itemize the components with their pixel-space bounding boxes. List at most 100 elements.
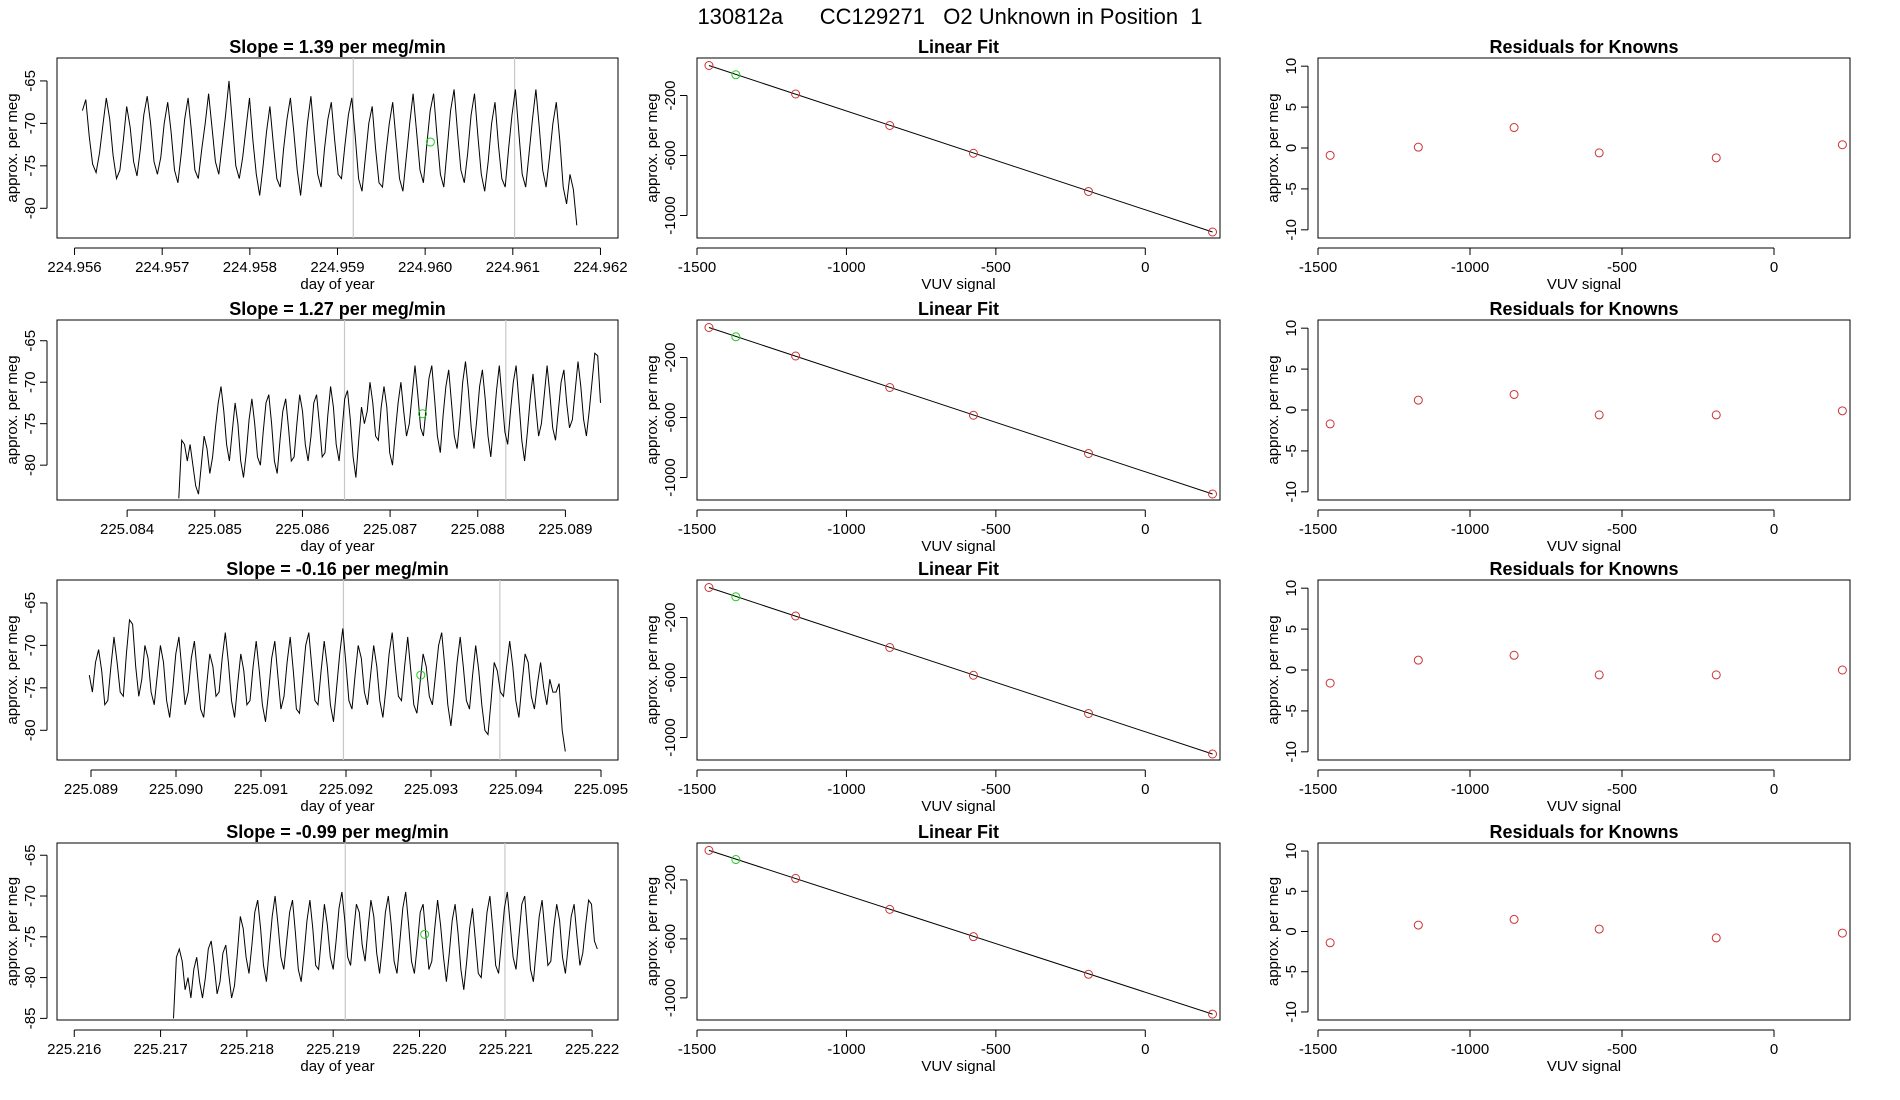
residual-point bbox=[1837, 406, 1847, 416]
known-point bbox=[1208, 227, 1218, 237]
residual-point bbox=[1413, 920, 1423, 930]
x-tick-label: -1500 bbox=[1299, 259, 1337, 276]
panel-fit-row-1: Linear Fit -1500 -1000 -500 0 VUV signal -200 -… bbox=[644, 37, 1221, 293]
known-point bbox=[968, 410, 978, 420]
y-axis-label: approx. per meg bbox=[644, 93, 661, 202]
x-tick-label: -1000 bbox=[827, 521, 865, 538]
plot-frame bbox=[56, 842, 619, 1021]
panel-title: Linear Fit bbox=[918, 37, 999, 57]
y-tick-label: -80 bbox=[22, 967, 39, 989]
known-point bbox=[885, 121, 895, 130]
y-tick-label: -5 bbox=[1283, 444, 1300, 457]
x-tick-label: 225.222 bbox=[565, 1041, 619, 1058]
x-tick-label: -1000 bbox=[1451, 1041, 1489, 1058]
plot-frame bbox=[696, 57, 1221, 239]
y-tick-label: -65 bbox=[22, 592, 39, 614]
unknown-point bbox=[420, 929, 430, 939]
x-tick-label: -500 bbox=[981, 781, 1011, 798]
known-point bbox=[704, 323, 714, 332]
y-tick-label: -1000 bbox=[662, 718, 679, 756]
panel-title: Residuals for Knowns bbox=[1489, 37, 1678, 57]
known-point bbox=[1084, 969, 1094, 979]
x-axis-label: VUV signal bbox=[1547, 798, 1621, 815]
y-axis-label: approx. per meg bbox=[644, 615, 661, 724]
x-axis-label: VUV signal bbox=[921, 538, 995, 555]
x-tick-label: 225.089 bbox=[64, 781, 118, 798]
plot-frame bbox=[1317, 319, 1851, 501]
x-tick-label: 225.087 bbox=[363, 521, 417, 538]
x-tick-label: -1500 bbox=[678, 781, 716, 798]
plot-area bbox=[1325, 123, 1847, 163]
y-tick-label: -600 bbox=[662, 924, 679, 954]
x-tick-label: -1500 bbox=[1299, 521, 1337, 538]
x-tick-label: 224.958 bbox=[223, 259, 277, 276]
y-axis-label: approx. per meg bbox=[4, 355, 21, 464]
residual-point bbox=[1594, 410, 1604, 420]
x-axis-label: day of year bbox=[300, 276, 374, 293]
y-tick-label: 5 bbox=[1283, 887, 1300, 895]
residual-point bbox=[1509, 914, 1519, 924]
plot-frame bbox=[696, 842, 1221, 1021]
panel-fit-row-4: Linear Fit -1500 -1000 -500 0 VUV signal -200 -… bbox=[644, 822, 1221, 1075]
x-tick-label: -1000 bbox=[827, 1041, 865, 1058]
panel-timeseries-row-3: Slope = -0.16 per meg/min 225.089 225.090 2… bbox=[4, 559, 628, 815]
x-tick-label: -1000 bbox=[1451, 259, 1489, 276]
residual-point bbox=[1509, 389, 1519, 399]
series-line bbox=[173, 891, 598, 1019]
plot-area bbox=[88, 580, 566, 760]
y-tick-label: -70 bbox=[22, 635, 39, 657]
panel-title: Linear Fit bbox=[918, 299, 999, 319]
panel-fit-row-3: Linear Fit -1500 -1000 -500 0 VUV signal -200 -… bbox=[644, 559, 1221, 815]
y-tick-label: -5 bbox=[1283, 965, 1300, 978]
residual-point bbox=[1837, 928, 1847, 938]
residual-point bbox=[1413, 655, 1423, 665]
x-tick-label: 225.216 bbox=[47, 1041, 101, 1058]
y-axis-label: approx. per meg bbox=[644, 877, 661, 986]
x-axis-label: VUV signal bbox=[1547, 1058, 1621, 1075]
x-tick-label: 225.086 bbox=[275, 521, 329, 538]
x-axis-label: day of year bbox=[300, 798, 374, 815]
x-tick-label: -500 bbox=[981, 521, 1011, 538]
x-tick-label: 0 bbox=[1141, 781, 1149, 798]
plot-area bbox=[1325, 650, 1847, 688]
residual-point bbox=[1711, 153, 1721, 163]
plot-frame bbox=[1317, 842, 1851, 1021]
x-tick-label: 225.085 bbox=[188, 521, 242, 538]
residual-point bbox=[1711, 670, 1721, 680]
known-point bbox=[968, 670, 978, 680]
panel-title: Slope = 1.39 per meg/min bbox=[229, 37, 446, 57]
residual-point bbox=[1413, 395, 1423, 405]
y-axis-label: approx. per meg bbox=[644, 355, 661, 464]
y-tick-label: 10 bbox=[1283, 58, 1300, 75]
x-tick-label: 224.961 bbox=[486, 259, 540, 276]
x-tick-label: 0 bbox=[1141, 1041, 1149, 1058]
y-tick-label: -600 bbox=[662, 402, 679, 432]
x-axis-label: VUV signal bbox=[1547, 538, 1621, 555]
x-tick-label: -1000 bbox=[1451, 781, 1489, 798]
fit-line bbox=[708, 849, 1213, 1015]
plot-frame bbox=[56, 319, 619, 501]
panel-title: Linear Fit bbox=[918, 559, 999, 579]
known-point bbox=[1208, 1009, 1218, 1019]
plot-frame bbox=[696, 579, 1221, 761]
y-tick-label: -200 bbox=[662, 342, 679, 372]
known-point bbox=[791, 873, 801, 883]
x-tick-label: -1500 bbox=[678, 259, 716, 276]
x-tick-label: 224.959 bbox=[310, 259, 364, 276]
plot-frame bbox=[1317, 57, 1851, 239]
x-tick-label: -500 bbox=[981, 259, 1011, 276]
x-tick-label: 0 bbox=[1141, 259, 1149, 276]
residual-point bbox=[1509, 650, 1519, 660]
x-axis-label: day of year bbox=[300, 538, 374, 555]
y-axis-label: approx. per meg bbox=[4, 93, 21, 202]
y-tick-label: -10 bbox=[1283, 219, 1300, 241]
unknown-point bbox=[425, 137, 435, 147]
y-tick-label: 10 bbox=[1283, 843, 1300, 860]
y-axis-label: approx. per meg bbox=[1265, 877, 1282, 986]
known-point bbox=[885, 383, 895, 392]
y-tick-label: -85 bbox=[22, 1008, 39, 1030]
x-tick-label: 225.088 bbox=[451, 521, 505, 538]
plot-area bbox=[704, 323, 1218, 499]
panel-title: Residuals for Knowns bbox=[1489, 299, 1678, 319]
